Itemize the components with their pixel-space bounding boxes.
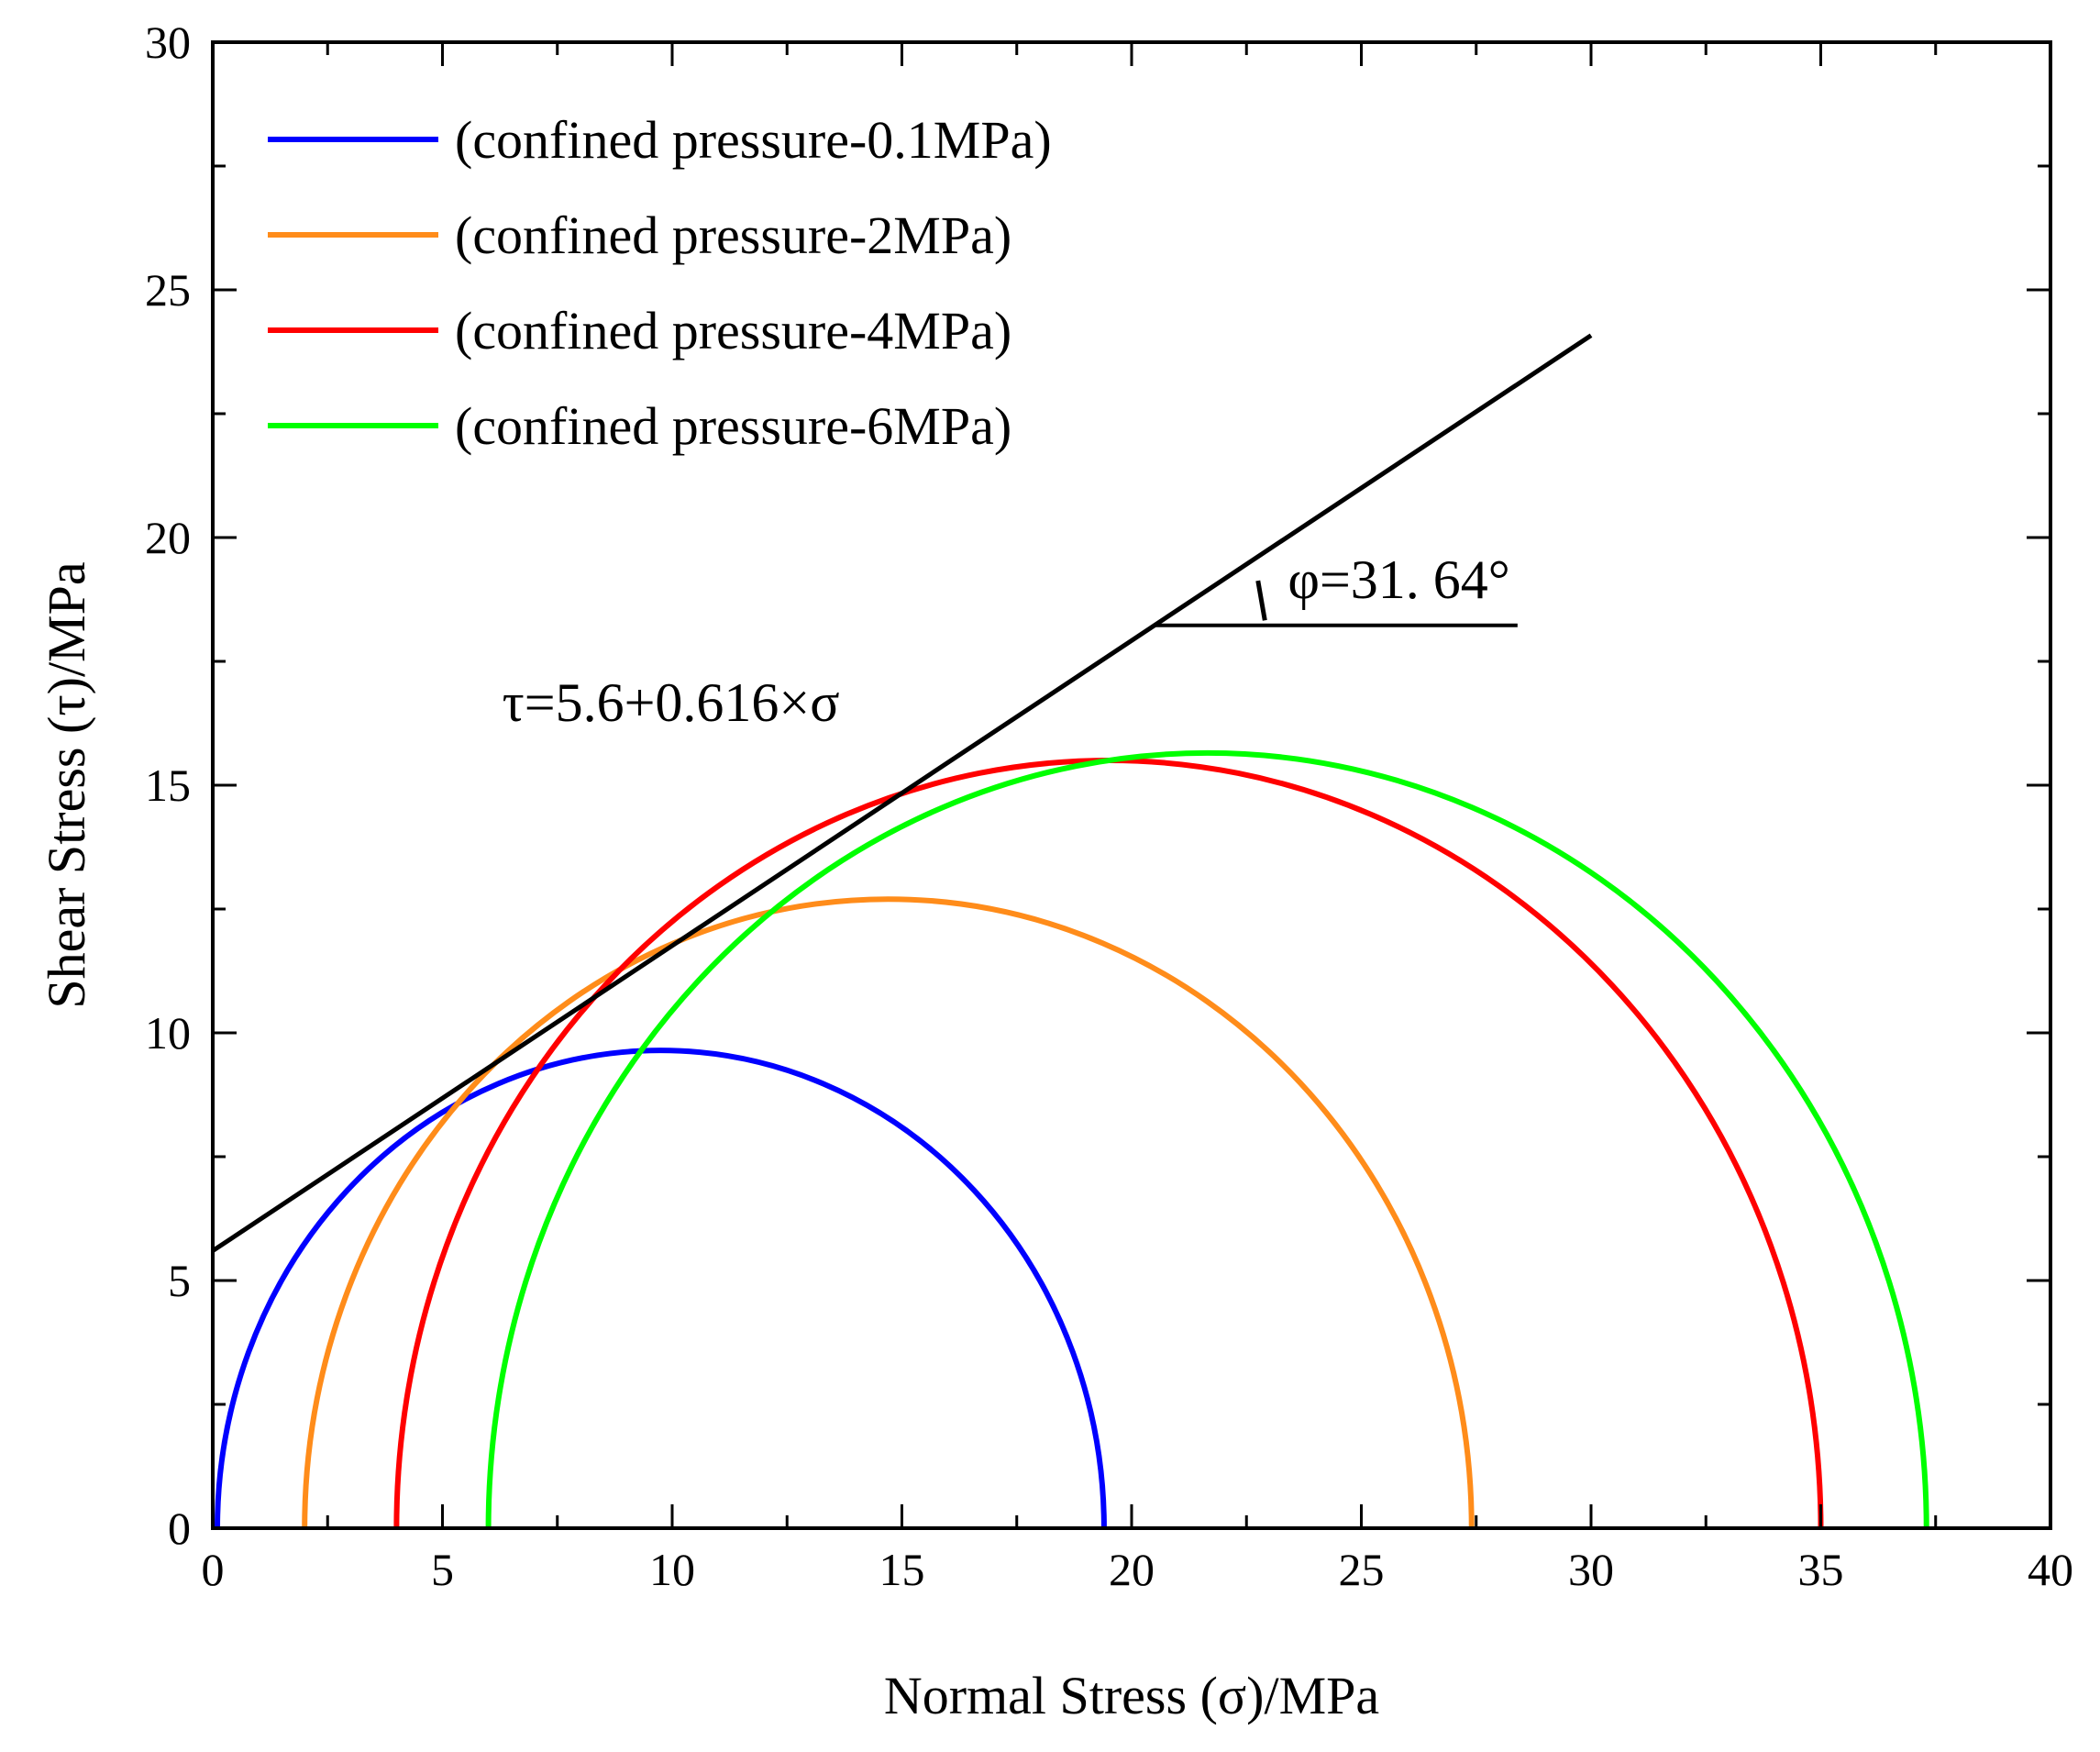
plot-curves [211,333,1929,1529]
y-tick-label: 25 [145,264,191,316]
legend-label-2: (confined pressure-4MPa) [455,301,1011,360]
legend-label-1: (confined pressure-2MPa) [455,205,1011,265]
mohr-circle-2 [393,758,1824,1529]
y-tick-label: 20 [145,512,191,563]
x-tick-label: 40 [2028,1544,2073,1595]
y-tick-label: 5 [168,1255,191,1306]
y-axis-label: Shear Stress (τ)/MPa [37,561,96,1008]
angle-mark [1255,580,1267,621]
mohr-circle-0 [215,1047,1107,1529]
mohr-circle-1 [302,896,1475,1529]
legend-label-0: (confined pressure-0.1MPa) [455,110,1052,170]
x-tick-label: 10 [649,1544,695,1595]
x-tick-label: 20 [1109,1544,1155,1595]
friction-angle-label: φ=31. 64° [1288,549,1509,610]
y-tick-label: 30 [145,17,191,68]
plot-frame [211,40,2052,1530]
legend-label-3: (confined pressure-6MPa) [455,396,1011,456]
x-axis-label: Normal Stress (σ)/MPa [884,1666,1379,1725]
envelope-equation-label: τ=5.6+0.616×σ [503,672,840,733]
y-tick-label: 0 [168,1503,191,1554]
mohr-circle-3 [485,749,1929,1529]
x-tick-label: 5 [431,1544,454,1595]
x-tick-label: 30 [1568,1544,1614,1595]
y-tick-label: 15 [145,760,191,811]
y-tick-label: 10 [145,1007,191,1059]
x-tick-label: 35 [1798,1544,1844,1595]
x-tick-label: 0 [202,1544,225,1595]
y-axis-ticks: 0 5 10 15 20 25 30 [145,17,2050,1554]
x-axis-ticks: 0 5 10 15 20 25 30 35 40 [202,42,2073,1595]
x-tick-label: 25 [1339,1544,1385,1595]
legend: (confined pressure-0.1MPa) (confined pres… [268,110,1052,456]
strength-envelope-line [211,333,1593,1253]
x-tick-label: 15 [879,1544,925,1595]
annotations: φ=31. 64° τ=5.6+0.616×σ [503,549,1518,733]
